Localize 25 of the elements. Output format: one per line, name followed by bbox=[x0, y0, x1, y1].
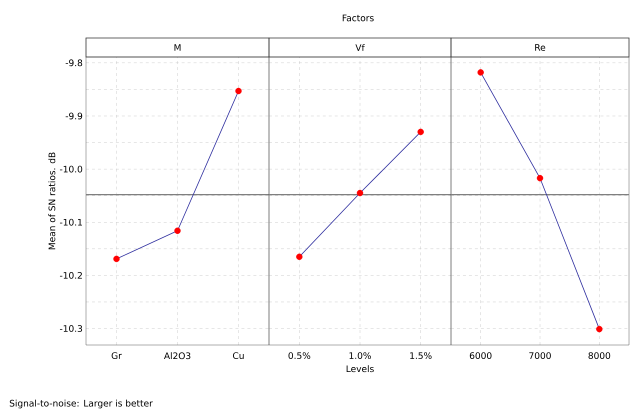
text: Signal-to-noise: Larger is better bbox=[10, 400, 153, 408]
text: Factors bbox=[342, 14, 374, 22]
x-tick-label: 8000 bbox=[588, 352, 610, 360]
point bbox=[113, 256, 120, 262]
x-tick-label: 0.5% bbox=[288, 352, 310, 360]
chart-title: Re bbox=[535, 44, 546, 51]
y-tick-label: -9.9 bbox=[66, 112, 82, 120]
chart-title: Vf bbox=[355, 44, 365, 51]
point bbox=[174, 228, 181, 234]
y-tick-label: -10.2 bbox=[60, 272, 82, 279]
y-axis-title: Mean of SN ratios. dB bbox=[48, 152, 56, 250]
y-tick-label: -10.0 bbox=[60, 166, 82, 173]
chart-title: M bbox=[174, 44, 181, 51]
y-tick-label: -9.8 bbox=[66, 59, 82, 66]
x-tick-label: Al2O3 bbox=[164, 352, 190, 360]
x-tick-label: 1.5% bbox=[410, 352, 432, 360]
x-tick-label: Gr bbox=[112, 352, 122, 360]
x-tick-label: 6000 bbox=[470, 352, 492, 360]
y-tick-label: -10.1 bbox=[60, 218, 82, 226]
x-tick-label: 1.0% bbox=[350, 352, 371, 360]
point bbox=[235, 88, 242, 94]
x-tick-label: Cu bbox=[233, 352, 244, 360]
y-tick-label: -10.3 bbox=[60, 325, 82, 332]
x-axis-title: Levels bbox=[346, 365, 374, 372]
x-tick-label: 7000 bbox=[529, 352, 551, 360]
